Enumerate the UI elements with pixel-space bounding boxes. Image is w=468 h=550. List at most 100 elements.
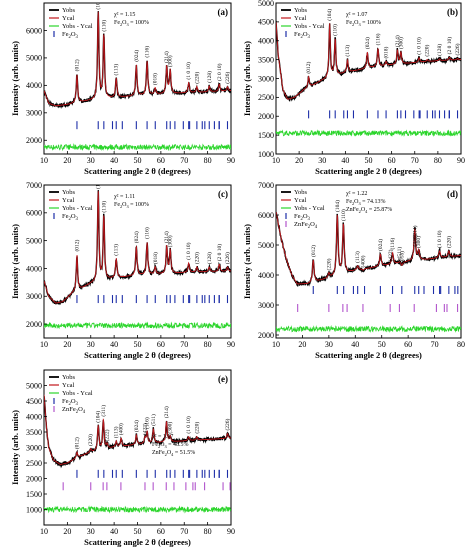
y-tick-label: 4500 [258, 18, 274, 27]
hkl-label: (012) [73, 59, 80, 71]
legend-entry: Ycal [62, 197, 74, 204]
x-tick-label: 40 [110, 527, 118, 536]
y-axis-title: Intensity (arb. units) [242, 224, 252, 299]
hkl-label: (400) [360, 255, 367, 267]
y-tick-label: 1000 [258, 150, 274, 159]
hkl-label: (511) [150, 414, 157, 426]
panel-label: (e) [218, 374, 228, 384]
legend-entry: Yobs - Ycal [62, 390, 93, 397]
hkl-label: (222) [104, 429, 111, 441]
hkl-label: (2 0 10) [446, 37, 453, 55]
panel-label: (b) [447, 7, 458, 17]
hkl-label: (116) [374, 33, 381, 45]
annotations: χ² = 1.22 Fe2O3 = 74.13%ZnFe2O4 = 25.87% [346, 191, 392, 214]
hkl-label: (300) [415, 236, 422, 248]
hkl-label: (012) [73, 437, 80, 449]
annotations: χ² = 1.11 Fe2O3 = 100% [114, 194, 149, 209]
legend-entry: Fe2O3 [294, 31, 311, 40]
panel-label: (c) [218, 189, 228, 199]
hkl-label: (113) [113, 426, 120, 438]
difference-curve [276, 324, 461, 333]
legend-entry: Yobs - Ycal [62, 205, 93, 212]
x-axis-title: Scattering angle 2 θ (degrees) [84, 350, 191, 360]
panel-label: (d) [447, 189, 458, 199]
x-tick-label: 50 [134, 340, 142, 349]
hkl-label: (214) [163, 406, 170, 418]
hkl-label: (024) [133, 420, 140, 432]
hkl-label: (110) [100, 20, 107, 32]
x-tick-label: 60 [157, 340, 165, 349]
legend-entry: Yobs - Ycal [62, 23, 93, 30]
y-tick-label: 5000 [258, 241, 274, 250]
x-tick-label: 40 [110, 156, 118, 165]
hkl-label: (440) [411, 234, 418, 246]
annotation-text: ZnFe2O4 = 51.5% [152, 450, 195, 457]
y-tick-label: 3000 [26, 292, 42, 301]
hkl-label: (300) [167, 235, 174, 247]
x-tick-label: 10 [40, 340, 48, 349]
x-tick-label: 50 [134, 156, 142, 165]
hkl-label: (104) [334, 200, 341, 212]
hkl-label: (220) [193, 72, 200, 84]
hkl-label: (024) [377, 239, 384, 251]
annotation-text: ZnFe2O4 = 25.87% [346, 207, 392, 214]
y-tick-label: 3000 [26, 109, 42, 118]
x-tick-label: 20 [295, 156, 303, 165]
hkl-label: (220) [424, 45, 431, 57]
y-tick-label: 1500 [26, 490, 42, 499]
legend-entry: Yobs [294, 189, 308, 196]
xrd-panel-4: (012) (220) (104)(311) (222) (113)(400) (024)… [10, 369, 235, 547]
x-tick-label: 60 [388, 156, 396, 165]
hkl-label: (300) [167, 422, 174, 434]
annotation-text: Fe2O3 = 100% [114, 20, 149, 27]
y-axis-title: Intensity (arb. units) [10, 224, 20, 299]
x-tick-label: 30 [325, 340, 333, 349]
calculated-curve [276, 211, 461, 285]
y-axis-title: Intensity (arb. units) [10, 410, 20, 485]
y-tick-label: 5000 [258, 0, 274, 8]
legend-entry: ZnFe2O4 [62, 406, 86, 415]
legend-entry: ZnFe2O4 [294, 221, 318, 230]
plot-area: (012) (104) (110) (113) (024) (116) (018) (214)… [44, 177, 231, 330]
y-tick-label: 6000 [26, 209, 42, 218]
plot-frame [275, 184, 462, 339]
x-tick-label: 40 [110, 340, 118, 349]
hkl-label: (422) [387, 249, 394, 261]
hkl-label: (1 0 10) [185, 62, 192, 80]
hkl-label: (116) [144, 227, 151, 239]
legend-entry: Yobs [62, 189, 76, 196]
hkl-label: (300) [167, 55, 174, 67]
hkl-label: (226) [224, 72, 231, 84]
y-tick-label: 7000 [258, 181, 274, 190]
x-axis-title: Scattering angle 2 θ (degrees) [84, 166, 191, 176]
legend-entry: Ycal [62, 382, 74, 389]
hkl-label: (116) [144, 417, 151, 429]
x-tick-label: 30 [87, 340, 95, 349]
y-tick-label: 5000 [26, 381, 42, 390]
annotation-text: Fe2O3 = 74.13% [346, 199, 386, 206]
x-tick-label: 70 [180, 340, 188, 349]
hkl-label: (226) [454, 43, 461, 55]
x-tick-label: 20 [298, 340, 306, 349]
difference-curve [44, 321, 231, 330]
legend-entry: Ycal [294, 197, 306, 204]
x-tick-label: 70 [411, 156, 419, 165]
x-tick-label: 90 [457, 156, 465, 165]
x-tick-label: 70 [180, 527, 188, 536]
x-tick-label: 60 [157, 156, 165, 165]
plot-area: (012) (104) (110) (113) (024) (116) (018) (214)… [44, 3, 231, 152]
x-tick-label: 60 [404, 340, 412, 349]
y-tick-label: 2000 [258, 112, 274, 121]
hkl-label: (1 0 10) [185, 242, 192, 260]
annotations: χ² = 1.17 Fe2O3 = 48.5%ZnFe2O4 = 51.5% [152, 434, 195, 457]
x-tick-label: 10 [272, 340, 280, 349]
hkl-label: (104) [95, 177, 102, 189]
x-tick-label: 10 [272, 156, 280, 165]
x-tick-label: 30 [318, 156, 326, 165]
hkl-label: (024) [364, 37, 371, 49]
xrd-panel-0: (012) (104) (110) (113) (024) (116) (018) (214)… [10, 2, 235, 176]
x-tick-label: 80 [457, 340, 465, 349]
y-axis-title: Intensity (arb. units) [10, 41, 20, 116]
